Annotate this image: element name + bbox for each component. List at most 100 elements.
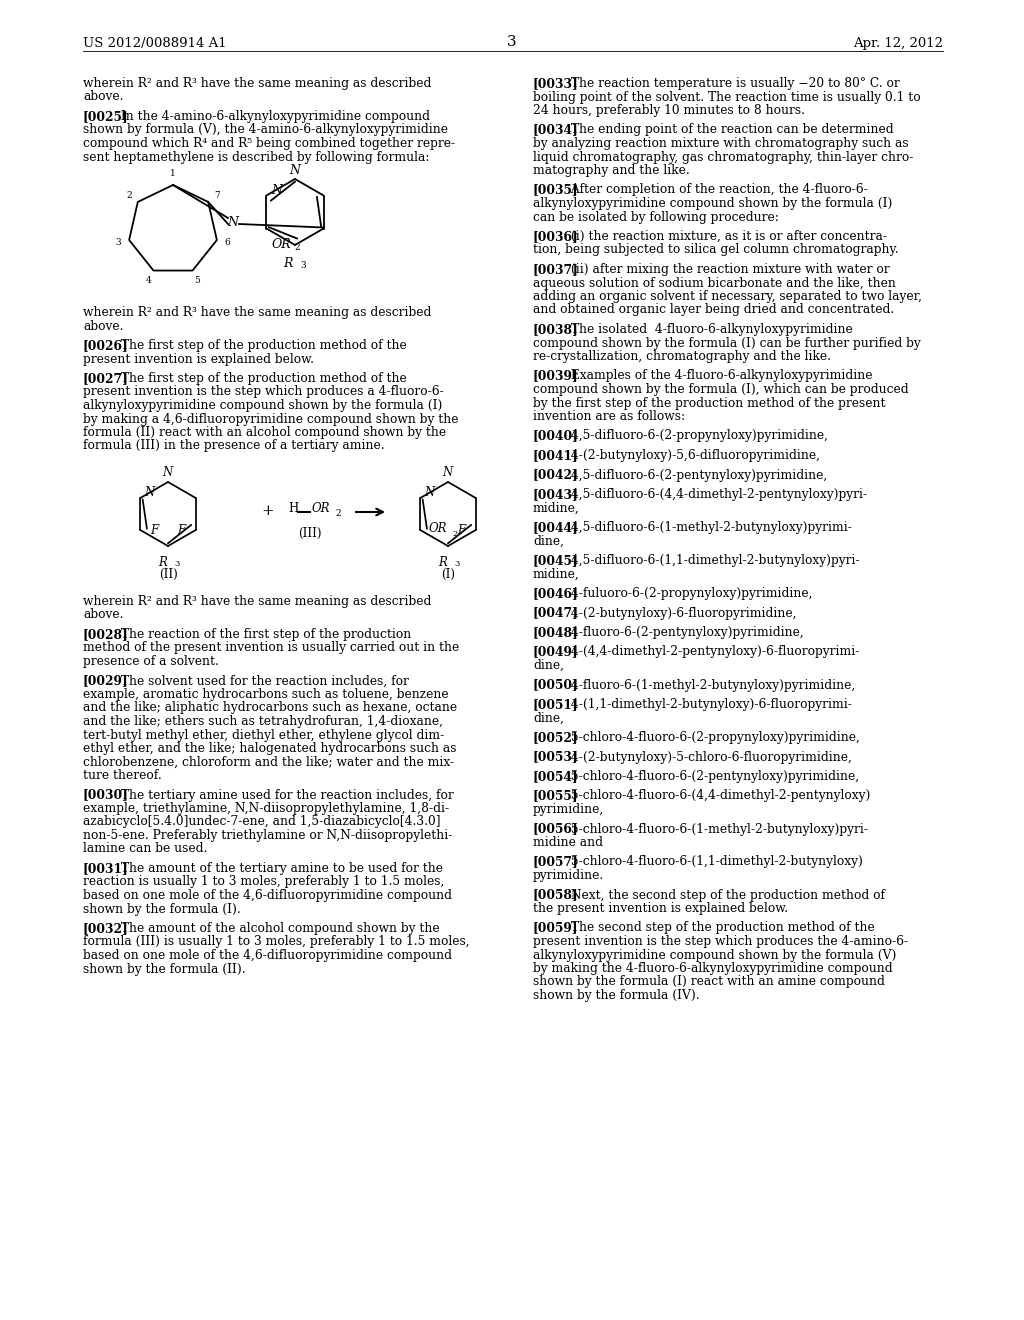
Text: [0036]: [0036] — [534, 230, 579, 243]
Text: [0044]: [0044] — [534, 521, 579, 535]
Text: 3: 3 — [454, 560, 460, 568]
Text: alkynyloxypyrimidine compound shown by the formula (V): alkynyloxypyrimidine compound shown by t… — [534, 949, 896, 961]
Text: The ending point of the reaction can be determined: The ending point of the reaction can be … — [567, 124, 894, 136]
Text: [0034]: [0034] — [534, 124, 579, 136]
Text: above.: above. — [83, 91, 124, 103]
Text: The first step of the production method of the: The first step of the production method … — [118, 372, 408, 385]
Text: [0030]: [0030] — [83, 788, 129, 801]
Text: 7: 7 — [214, 190, 220, 199]
Text: 4,5-difluoro-6-(2-pentynyloxy)pyrimidine,: 4,5-difluoro-6-(2-pentynyloxy)pyrimidine… — [567, 469, 827, 482]
Text: [0058]: [0058] — [534, 888, 579, 902]
Text: lamine can be used.: lamine can be used. — [83, 842, 208, 855]
Text: tion, being subjected to silica gel column chromatography.: tion, being subjected to silica gel colu… — [534, 243, 899, 256]
Text: 1: 1 — [170, 169, 176, 178]
Text: [0045]: [0045] — [534, 554, 579, 568]
Text: 4-fluoro-6-(1-methyl-2-butynyloxy)pyrimidine,: 4-fluoro-6-(1-methyl-2-butynyloxy)pyrimi… — [567, 678, 856, 692]
Text: shown by the formula (IV).: shown by the formula (IV). — [534, 989, 699, 1002]
Text: chlorobenzene, chloroform and the like; water and the mix-: chlorobenzene, chloroform and the like; … — [83, 755, 454, 768]
Text: R: R — [158, 556, 167, 569]
Text: reaction is usually 1 to 3 moles, preferably 1 to 1.5 moles,: reaction is usually 1 to 3 moles, prefer… — [83, 875, 444, 888]
Text: N: N — [290, 164, 300, 177]
Text: azabicyclo[5.4.0]undec-7-ene, and 1,5-diazabicyclo[4.3.0]: azabicyclo[5.4.0]undec-7-ene, and 1,5-di… — [83, 816, 440, 829]
Text: [0047]: [0047] — [534, 606, 579, 619]
Text: pyrimidine,: pyrimidine, — [534, 803, 604, 816]
Text: The isolated  4-fluoro-6-alkynyloxypyrimidine: The isolated 4-fluoro-6-alkynyloxypyrimi… — [567, 323, 853, 337]
Text: example, triethylamine, N,N-diisopropylethylamine, 1,8-di-: example, triethylamine, N,N-diisopropyle… — [83, 803, 450, 814]
Text: above.: above. — [83, 319, 124, 333]
Text: Apr. 12, 2012: Apr. 12, 2012 — [853, 37, 943, 50]
Text: [0053]: [0053] — [534, 751, 579, 763]
Text: 4,5-difluoro-6-(4,4-dimethyl-2-pentynyloxy)pyri-: 4,5-difluoro-6-(4,4-dimethyl-2-pentynylo… — [567, 488, 867, 502]
Text: 5-chloro-4-fluoro-6-(1-methyl-2-butynyloxy)pyri-: 5-chloro-4-fluoro-6-(1-methyl-2-butynylo… — [567, 822, 868, 836]
Text: ture thereof.: ture thereof. — [83, 770, 162, 781]
Text: sent heptamethylene is described by following formula:: sent heptamethylene is described by foll… — [83, 150, 429, 164]
Text: (i) the reaction mixture, as it is or after concentra-: (i) the reaction mixture, as it is or af… — [567, 230, 888, 243]
Text: N: N — [424, 486, 434, 499]
Text: alkynyloxypyrimidine compound shown by the formula (I): alkynyloxypyrimidine compound shown by t… — [534, 197, 892, 210]
Text: 3: 3 — [116, 238, 121, 247]
Text: re-crystallization, chromatography and the like.: re-crystallization, chromatography and t… — [534, 350, 831, 363]
Text: N: N — [442, 466, 453, 479]
Text: The amount of the tertiary amine to be used for the: The amount of the tertiary amine to be u… — [118, 862, 443, 875]
Text: H: H — [288, 503, 298, 516]
Text: 3: 3 — [174, 560, 179, 568]
Text: R: R — [284, 257, 293, 271]
Text: dine,: dine, — [534, 659, 564, 672]
Text: non-5-ene. Preferably triethylamine or N,N-diisopropylethi-: non-5-ene. Preferably triethylamine or N… — [83, 829, 453, 842]
Text: and obtained organic layer being dried and concentrated.: and obtained organic layer being dried a… — [534, 304, 894, 317]
Text: [0033]: [0033] — [534, 77, 579, 90]
Text: The first step of the production method of the: The first step of the production method … — [118, 339, 408, 352]
Text: (III): (III) — [298, 527, 322, 540]
Text: [0052]: [0052] — [534, 731, 579, 744]
Text: 2: 2 — [453, 531, 458, 539]
Text: midine and: midine and — [534, 836, 603, 849]
Text: alkynyloxypyrimidine compound shown by the formula (I): alkynyloxypyrimidine compound shown by t… — [83, 399, 442, 412]
Text: +: + — [261, 504, 274, 517]
Text: by making the 4-fluoro-6-alkynyloxypyrimidine compound: by making the 4-fluoro-6-alkynyloxypyrim… — [534, 962, 893, 975]
Text: [0050]: [0050] — [534, 678, 579, 692]
Text: [0054]: [0054] — [534, 770, 579, 783]
Text: N: N — [162, 466, 172, 479]
Text: shown by the formula (I) react with an amine compound: shown by the formula (I) react with an a… — [534, 975, 885, 989]
Text: [0028]: [0028] — [83, 628, 129, 642]
Text: shown by the formula (II).: shown by the formula (II). — [83, 962, 246, 975]
Text: 4-fuluoro-6-(2-propynyloxy)pyrimidine,: 4-fuluoro-6-(2-propynyloxy)pyrimidine, — [567, 587, 813, 601]
Text: by analyzing reaction mixture with chromatography such as: by analyzing reaction mixture with chrom… — [534, 137, 908, 150]
Text: 4-(2-butynyloxy)-6-fluoropyrimidine,: 4-(2-butynyloxy)-6-fluoropyrimidine, — [567, 606, 797, 619]
Text: The tertiary amine used for the reaction includes, for: The tertiary amine used for the reaction… — [118, 788, 455, 801]
Text: boiling point of the solvent. The reaction time is usually 0.1 to: boiling point of the solvent. The reacti… — [534, 91, 921, 103]
Text: [0027]: [0027] — [83, 372, 129, 385]
Text: After completion of the reaction, the 4-fluoro-6-: After completion of the reaction, the 4-… — [567, 183, 868, 197]
Text: liquid chromatography, gas chromatography, thin-layer chro-: liquid chromatography, gas chromatograph… — [534, 150, 913, 164]
Text: [0031]: [0031] — [83, 862, 129, 875]
Text: by the first step of the production method of the present: by the first step of the production meth… — [534, 396, 886, 409]
Text: 4-(2-butynyloxy)-5,6-difluoropyrimidine,: 4-(2-butynyloxy)-5,6-difluoropyrimidine, — [567, 449, 820, 462]
Text: shown by formula (V), the 4-amino-6-alkynyloxypyrimidine: shown by formula (V), the 4-amino-6-alky… — [83, 124, 449, 136]
Text: invention are as follows:: invention are as follows: — [534, 411, 685, 422]
Text: present invention is the step which produces a 4-fluoro-6-: present invention is the step which prod… — [83, 385, 443, 399]
Text: [0046]: [0046] — [534, 587, 579, 601]
Text: [0032]: [0032] — [83, 921, 129, 935]
Text: [0035]: [0035] — [534, 183, 579, 197]
Text: 5-chloro-4-fluoro-6-(1,1-dimethyl-2-butynyloxy): 5-chloro-4-fluoro-6-(1,1-dimethyl-2-buty… — [567, 855, 863, 869]
Text: [0057]: [0057] — [534, 855, 579, 869]
Text: F: F — [458, 524, 466, 536]
Text: [0042]: [0042] — [534, 469, 579, 482]
Text: [0025]: [0025] — [83, 110, 129, 123]
Text: compound which R⁴ and R⁵ being combined together repre-: compound which R⁴ and R⁵ being combined … — [83, 137, 455, 150]
Text: formula (III) in the presence of a tertiary amine.: formula (III) in the presence of a terti… — [83, 440, 385, 453]
Text: [0051]: [0051] — [534, 698, 579, 711]
Text: [0059]: [0059] — [534, 921, 579, 935]
Text: 5-chloro-4-fluoro-6-(2-propynyloxy)pyrimidine,: 5-chloro-4-fluoro-6-(2-propynyloxy)pyrim… — [567, 731, 860, 744]
Text: above.: above. — [83, 609, 124, 622]
Text: The solvent used for the reaction includes, for: The solvent used for the reaction includ… — [118, 675, 410, 688]
Text: pyrimidine.: pyrimidine. — [534, 869, 604, 882]
Text: US 2012/0088914 A1: US 2012/0088914 A1 — [83, 37, 226, 50]
Text: F: F — [177, 524, 185, 536]
Text: R: R — [438, 556, 447, 569]
Text: (ii) after mixing the reaction mixture with water or: (ii) after mixing the reaction mixture w… — [567, 263, 890, 276]
Text: 4,5-difluoro-6-(2-propynyloxy)pyrimidine,: 4,5-difluoro-6-(2-propynyloxy)pyrimidine… — [567, 429, 828, 442]
Text: 3: 3 — [300, 261, 305, 271]
Text: 3: 3 — [507, 36, 517, 49]
Text: adding an organic solvent if necessary, separated to two layer,: adding an organic solvent if necessary, … — [534, 290, 922, 304]
